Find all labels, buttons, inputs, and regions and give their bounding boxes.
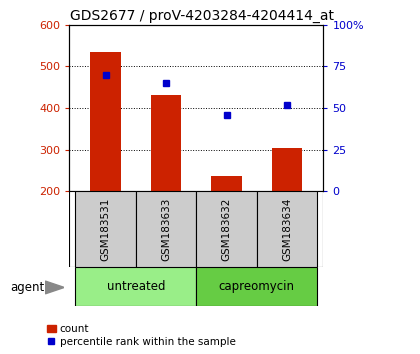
Text: GSM183633: GSM183633 bbox=[161, 198, 171, 261]
Bar bbox=[151, 96, 181, 191]
Bar bbox=[197, 191, 257, 267]
Legend: count, percentile rank within the sample: count, percentile rank within the sample bbox=[47, 324, 236, 347]
Bar bbox=[197, 267, 318, 306]
Bar bbox=[75, 267, 197, 306]
Text: GSM183632: GSM183632 bbox=[222, 198, 231, 261]
Bar bbox=[212, 176, 242, 191]
Text: GSM183634: GSM183634 bbox=[282, 198, 292, 261]
Bar bbox=[257, 191, 318, 267]
Bar bbox=[75, 191, 136, 267]
Bar bbox=[136, 191, 197, 267]
Text: capreomycin: capreomycin bbox=[219, 280, 295, 293]
Text: agent: agent bbox=[10, 281, 45, 294]
Text: GDS2677 / proV-4203284-4204414_at: GDS2677 / proV-4203284-4204414_at bbox=[70, 9, 333, 23]
Bar bbox=[90, 52, 121, 191]
Text: GSM183531: GSM183531 bbox=[101, 198, 110, 261]
Bar bbox=[272, 148, 302, 191]
Polygon shape bbox=[45, 281, 64, 294]
Text: untreated: untreated bbox=[107, 280, 165, 293]
